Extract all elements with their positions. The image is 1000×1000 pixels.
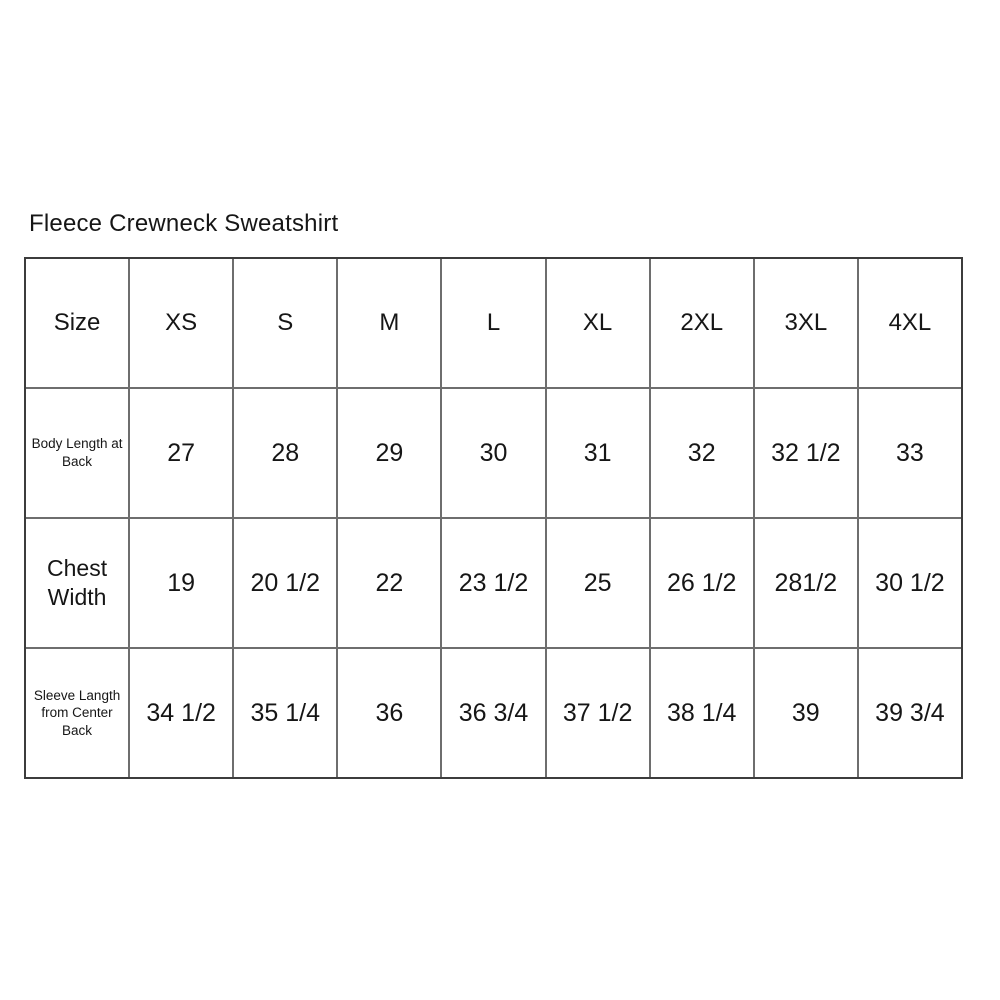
header-cell-4xl: 4XL [856, 257, 964, 389]
page-title: Fleece Crewneck Sweatshirt [29, 210, 339, 237]
value-cell: 32 1/2 [752, 387, 859, 519]
value-cell: 35 1/4 [232, 647, 339, 779]
header-cell-3xl: 3XL [752, 257, 859, 389]
table-header-row: Size XS S M L XL 2XL 3XL 4XL [23, 257, 964, 389]
value-cell: 25 [544, 517, 651, 649]
value-cell: 31 [544, 387, 651, 519]
value-cell: 19 [128, 517, 235, 649]
value-cell: 23 1/2 [440, 517, 547, 649]
header-cell-xl: XL [544, 257, 651, 389]
value-cell: 281/2 [752, 517, 859, 649]
header-cell-s: S [232, 257, 339, 389]
value-cell: 36 [336, 647, 443, 779]
header-cell-m: M [336, 257, 443, 389]
row-label-cell: Body Length at Back [23, 387, 131, 519]
header-cell-xs: XS [128, 257, 235, 389]
value-cell: 28 [232, 387, 339, 519]
value-cell: 30 [440, 387, 547, 519]
value-cell: 22 [336, 517, 443, 649]
value-cell: 30 1/2 [856, 517, 964, 649]
header-cell-2xl: 2XL [648, 257, 755, 389]
header-cell-size: Size [23, 257, 131, 389]
table-row-sleeve-length: Sleeve Langth from Center Back 34 1/2 35… [23, 647, 964, 779]
value-cell: 20 1/2 [232, 517, 339, 649]
row-label-cell: Chest Width [23, 517, 131, 649]
size-chart-table: Size XS S M L XL 2XL 3XL 4XL Body Length… [23, 257, 964, 779]
value-cell: 26 1/2 [648, 517, 755, 649]
value-cell: 39 [752, 647, 859, 779]
value-cell: 33 [856, 387, 964, 519]
value-cell: 39 3/4 [856, 647, 964, 779]
header-cell-l: L [440, 257, 547, 389]
value-cell: 27 [128, 387, 235, 519]
table-row-body-length: Body Length at Back 27 28 29 30 31 32 32… [23, 387, 964, 519]
table-row-chest-width: Chest Width 19 20 1/2 22 23 1/2 25 26 1/… [23, 517, 964, 649]
value-cell: 36 3/4 [440, 647, 547, 779]
value-cell: 37 1/2 [544, 647, 651, 779]
value-cell: 32 [648, 387, 755, 519]
row-label-cell: Sleeve Langth from Center Back [23, 647, 131, 779]
value-cell: 29 [336, 387, 443, 519]
value-cell: 34 1/2 [128, 647, 235, 779]
value-cell: 38 1/4 [648, 647, 755, 779]
